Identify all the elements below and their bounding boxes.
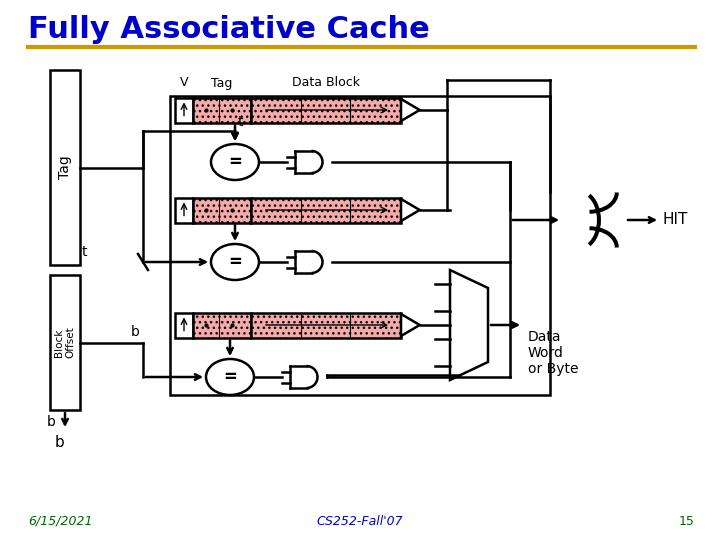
Text: 15: 15: [679, 515, 695, 528]
Bar: [251, 198, 401, 222]
Bar: [170, 96, 550, 395]
Polygon shape: [401, 199, 420, 221]
Text: t: t: [82, 245, 88, 259]
Bar: [175, 313, 193, 338]
Text: 6/15/2021: 6/15/2021: [28, 515, 92, 528]
Text: =: =: [228, 253, 242, 271]
Ellipse shape: [206, 359, 254, 395]
Text: Tag: Tag: [58, 156, 72, 179]
Text: CS252-Fall'07: CS252-Fall'07: [317, 515, 403, 528]
Polygon shape: [582, 192, 636, 247]
Bar: [50, 275, 80, 410]
Text: b: b: [131, 326, 140, 340]
Wedge shape: [312, 251, 323, 273]
Polygon shape: [450, 270, 488, 380]
Polygon shape: [401, 99, 420, 121]
Text: Fully Associative Cache: Fully Associative Cache: [28, 15, 430, 44]
Polygon shape: [401, 314, 420, 336]
Bar: [50, 70, 80, 265]
Polygon shape: [553, 191, 613, 249]
Text: t: t: [238, 114, 243, 129]
Wedge shape: [312, 151, 323, 173]
Bar: [193, 98, 251, 123]
Bar: [251, 98, 401, 123]
Text: Data
Word
or Byte: Data Word or Byte: [528, 330, 578, 376]
Wedge shape: [307, 366, 318, 388]
Ellipse shape: [211, 244, 259, 280]
Text: b: b: [47, 415, 56, 429]
Bar: [193, 313, 251, 338]
Bar: [193, 198, 251, 222]
Text: b: b: [55, 435, 65, 450]
Text: =: =: [228, 153, 242, 171]
Bar: [175, 98, 193, 123]
Ellipse shape: [211, 144, 259, 180]
Bar: [175, 198, 193, 222]
Text: Data Block: Data Block: [292, 77, 360, 90]
Text: Tag: Tag: [211, 77, 233, 90]
Text: HIT: HIT: [663, 213, 688, 227]
Bar: [251, 313, 401, 338]
Text: Block
Offset: Block Offset: [54, 327, 76, 359]
Text: =: =: [223, 368, 237, 386]
Text: V: V: [180, 77, 188, 90]
